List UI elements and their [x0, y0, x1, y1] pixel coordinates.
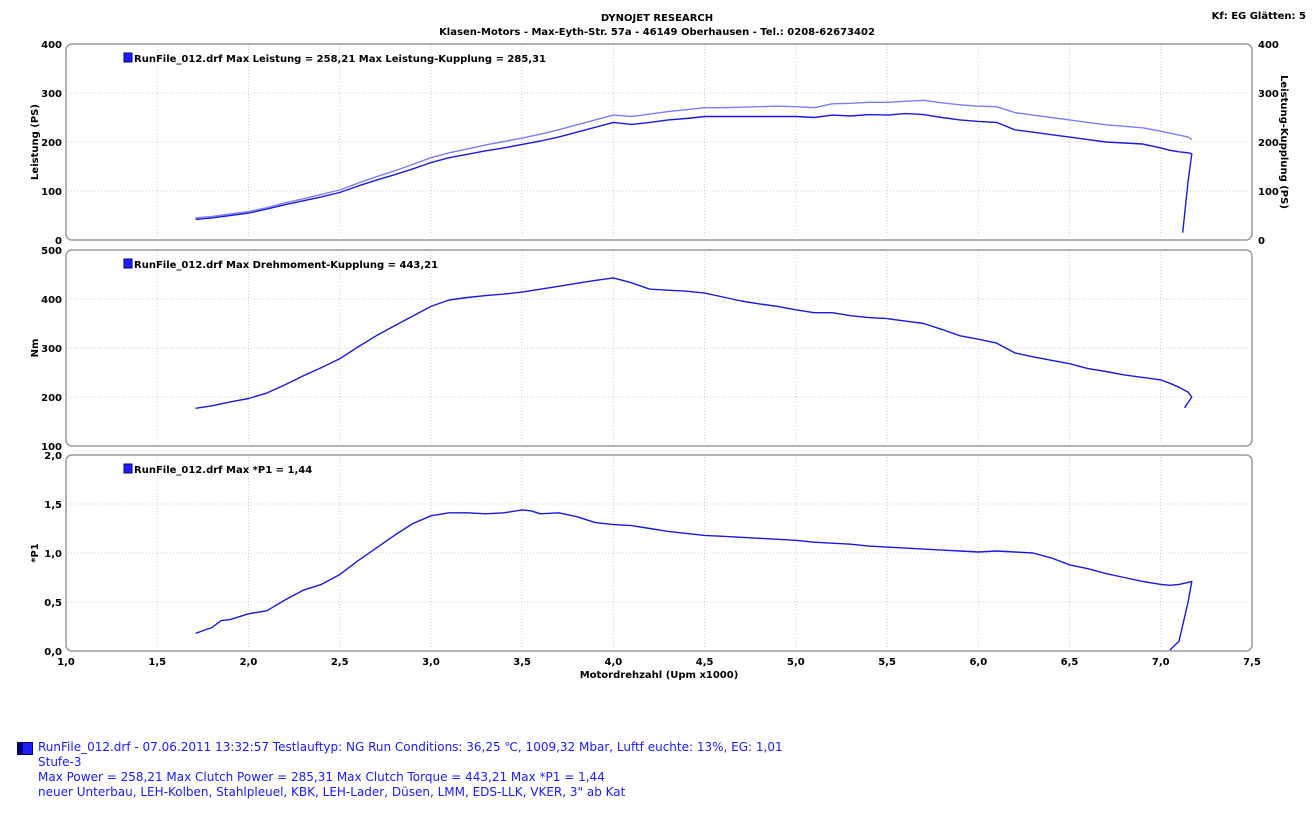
y-tick-label-right: 100: [1258, 187, 1279, 198]
report-subtitle: Klasen-Motors - Max-Eyth-Str. 57a - 4614…: [439, 27, 875, 38]
x-axis: 1,0 1,5 2,0 2,5 3,0 3,5 4,0 4,5 5,0 5,5 6,0 6,5 7,0 7…: [57, 657, 1261, 681]
legend-label: RunFile_012.drf Max Leistung = 258,21 Ma…: [134, 54, 546, 65]
series-line-drehmoment-kupplung: [195, 277, 1193, 409]
y-tick-label-right: 400: [1258, 40, 1279, 51]
y-tick-label: 400: [41, 295, 62, 306]
x-tick-label: 5,5: [878, 657, 896, 668]
x-tick-label: 7,5: [1243, 657, 1261, 668]
series-line-leistung-kupplung: [195, 99, 1193, 219]
y-tick-label: 100: [41, 187, 62, 198]
report-title: DYNOJET RESEARCH: [600, 13, 714, 24]
y-tick-label: 400: [41, 40, 62, 51]
y-axis-label-right: Leistung-Kupplung (PS): [1278, 75, 1289, 209]
x-tick-label: 4,5: [696, 657, 714, 668]
dyno-chart: 0 0 100 100 200 200 300 300 400 400 Leistung (PS) L…: [30, 40, 1289, 681]
chart-panel-1: 0 0 100 100 200 200 300 300 400 400 Leistung (PS) L…: [30, 40, 1289, 247]
run-legend-swatch: [17, 742, 33, 755]
y-axis-label: Leistung (PS): [30, 104, 41, 180]
y-axis-label: Nm: [30, 339, 41, 358]
x-tick-label: 1,5: [148, 657, 166, 668]
y-tick-label-right: 0: [1258, 236, 1265, 247]
y-tick-label: 100: [41, 442, 62, 453]
y-tick-label: 200: [41, 393, 62, 404]
legend-swatch: [123, 463, 133, 474]
y-tick-label-right: 300: [1258, 89, 1279, 100]
x-axis-label: Motordrehzahl (Upm x1000): [580, 670, 739, 681]
y-tick-label: 1,5: [44, 500, 62, 511]
x-tick-label: 3,5: [513, 657, 531, 668]
legend-label: RunFile_012.drf Max Drehmoment-Kupplung …: [134, 260, 438, 271]
x-tick-label: 7,0: [1152, 657, 1170, 668]
y-tick-label: 2,0: [44, 451, 62, 462]
y-axis-label: *P1: [30, 543, 41, 563]
x-tick-label: 4,0: [605, 657, 623, 668]
footer-modifications: neuer Unterbau, LEH-Kolben, Stahlpleuel,…: [38, 785, 626, 799]
legend-swatch: [123, 52, 133, 63]
x-tick-label: 1,0: [57, 657, 75, 668]
chart-panel-2: 100 200 300 400 500 Nm RunFile_012.drf Max Dre…: [30, 246, 1253, 453]
y-tick-label: 300: [41, 89, 62, 100]
y-tick-label: 0,0: [44, 647, 62, 658]
footer-max-values: Max Power = 258,21 Max Clutch Power = 28…: [38, 770, 605, 784]
series-line-leistung: [195, 112, 1193, 233]
y-tick-label: 300: [41, 344, 62, 355]
series-line-p1: [195, 509, 1193, 651]
y-tick-label: 0: [55, 236, 62, 247]
correction-factor-label: Kf: EG Glätten: 5: [1211, 11, 1306, 22]
x-tick-label: 2,0: [240, 657, 258, 668]
y-tick-label: 1,0: [44, 549, 62, 560]
y-tick-label: 500: [41, 246, 62, 257]
footer-stage: Stufe-3: [38, 755, 82, 769]
x-tick-label: 6,0: [969, 657, 987, 668]
x-tick-label: 6,5: [1061, 657, 1079, 668]
y-tick-label: 200: [41, 138, 62, 149]
chart-panel-3: 0,0 0,5 1,0 1,5 2,0 *P1 RunFile_012.drf Max *P…: [30, 451, 1253, 658]
y-tick-label-right: 200: [1258, 138, 1279, 149]
legend-label: RunFile_012.drf Max *P1 = 1,44: [134, 465, 312, 476]
x-tick-label: 3,0: [422, 657, 440, 668]
legend-swatch: [123, 258, 133, 269]
x-tick-label: 2,5: [331, 657, 349, 668]
footer-run-info: RunFile_012.drf - 07.06.2011 13:32:57 Te…: [38, 740, 783, 754]
x-tick-label: 5,0: [787, 657, 805, 668]
y-tick-label: 0,5: [44, 598, 62, 609]
